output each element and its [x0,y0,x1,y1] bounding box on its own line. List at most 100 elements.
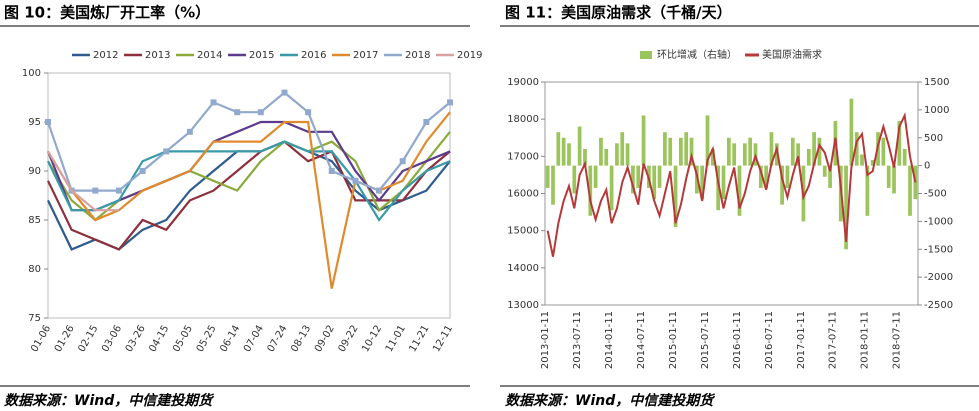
bar [758,165,763,188]
x-tick-label: 07-04 [242,324,266,355]
legend-label: 2017 [353,50,378,61]
series-line [46,120,451,212]
x-tick-label: 2013-07-11 [572,311,583,369]
x-tick-label: 11-01 [384,324,408,355]
point-marker [45,119,51,125]
bar [657,165,662,188]
bar [620,132,625,166]
bar [593,165,598,188]
x-tick-label: 2017-01-11 [796,311,807,369]
bar [609,165,614,211]
x-tick-label: 2014-07-11 [636,311,647,369]
bar [556,132,561,166]
bar [641,115,646,166]
bar [769,132,774,166]
bar [545,165,550,188]
point-marker [447,99,453,106]
bar [625,143,630,166]
series-line [47,150,119,212]
legend-label: 2018 [405,50,430,61]
point-marker [139,168,146,174]
bar [684,132,689,166]
bar [844,165,848,250]
bar [577,126,582,166]
x-tick-label: 09-02 [313,324,337,355]
bar [854,132,859,166]
bar [636,165,641,188]
bar [652,165,657,200]
bar [663,132,667,166]
point-marker [352,177,359,184]
bar [732,143,737,166]
series-line [47,140,451,251]
bar [908,165,912,216]
bar [551,165,555,205]
x-tick-label: 05-25 [195,324,219,355]
x-tick-label: 07-24 [266,324,290,355]
bar [828,165,832,188]
x-tick-label: 2016-07-11 [764,311,775,369]
bar [865,165,870,216]
x-tick-label: 2016-01-11 [732,311,743,369]
bar [700,165,705,200]
bar [588,165,593,216]
x-tick-label: 2018-07-11 [892,311,903,369]
x-tick-label: 2015-01-11 [668,311,679,369]
x-tick-label: 09-22 [337,324,361,355]
bar [822,165,827,177]
series-line [47,140,451,222]
legend-label: 2013 [145,50,170,61]
bar [561,137,566,166]
plot-frame [47,72,451,319]
bar [892,165,896,194]
bar [599,137,603,166]
point-marker [186,128,193,135]
legend-label: 环比增减（右轴） [657,48,737,61]
point-marker [115,187,122,194]
bar [572,165,577,194]
y2-tick-label: 500 [924,133,943,144]
point-marker [163,148,170,155]
legend-label: 2012 [93,50,118,61]
bar [679,137,683,166]
x-tick-label: 02-15 [76,324,100,355]
bar [721,165,726,200]
x-tick-label: 01-26 [53,324,77,355]
y-tick-label: 13000 [507,300,539,311]
y-tick-label: 95 [28,117,41,128]
y-tick-label: 100 [22,68,41,79]
point-marker [210,99,217,106]
x-tick-label: 06-14 [218,324,242,355]
point-marker [399,158,406,165]
y-tick-label: 85 [28,215,41,226]
point-marker [234,109,241,116]
bar [870,160,875,166]
legend-swatch [640,51,652,59]
point-marker [328,168,335,174]
series-line [546,111,917,257]
x-tick-label: 12-11 [431,324,455,355]
point-marker [305,109,312,116]
bar [742,143,747,166]
y-tick-label: 19000 [507,77,539,88]
point-marker [257,109,264,116]
source: 数据来源：Wind，中信建投期货 [505,392,715,409]
series-line [47,131,451,222]
y-tick-label: 75 [28,313,41,324]
bar [604,148,609,166]
x-tick-label: 03-26 [124,324,148,355]
x-tick-label: 08-13 [289,324,313,355]
x-tick-label: 05-05 [171,324,195,355]
x-tick-label: 2015-07-11 [700,311,711,369]
y2-tick-label: 0 [924,161,930,172]
x-tick-label: 11-21 [407,324,431,355]
bar [668,137,673,166]
x-tick-label: 2018-01-11 [860,311,871,369]
legend-label: 美国原油需求 [762,48,822,61]
bar [705,115,710,166]
series-line [46,91,451,192]
point-marker [281,89,288,96]
bar [764,165,769,188]
chart-title: 图 10：美国炼厂开工率（%） [4,4,210,22]
